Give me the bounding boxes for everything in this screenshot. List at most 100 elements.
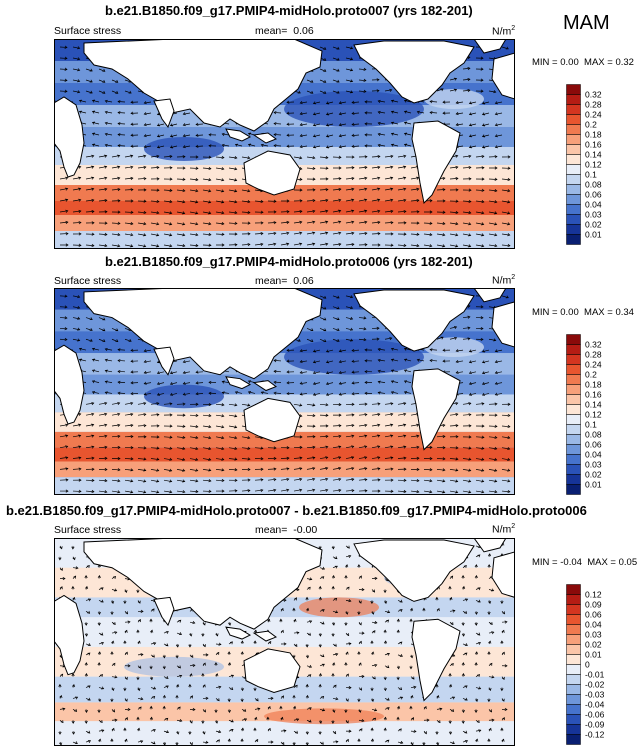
wind-vector-head: [321, 663, 325, 667]
wind-vector-arrow: [371, 199, 380, 202]
wind-vector-arrow: [59, 188, 68, 191]
wind-vector-head: [229, 641, 233, 645]
wind-vector-head: [87, 685, 91, 689]
wind-vector-head: [312, 145, 317, 149]
wind-vector-head: [348, 599, 352, 603]
wind-vector-head: [182, 435, 186, 439]
wind-vector-head: [475, 738, 479, 742]
wind-vector-arrow: [274, 112, 282, 114]
wind-vector-head: [494, 166, 498, 170]
wind-vector-head: [416, 210, 420, 214]
wind-vector-head: [247, 380, 252, 384]
wind-vector-head: [117, 468, 121, 472]
wind-vector-head: [117, 457, 121, 461]
wind-vector-arrow: [378, 359, 386, 362]
wind-vector-head: [130, 370, 134, 374]
wind-vector-arrow: [404, 111, 412, 114]
wind-vector-head: [195, 457, 199, 461]
wind-vector-head: [130, 381, 134, 385]
wind-vector-head: [104, 380, 108, 384]
wind-vector-arrow: [462, 222, 471, 225]
wind-vector-head: [130, 165, 134, 169]
wind-vector-head: [169, 457, 173, 461]
wind-vector-arrow: [358, 68, 366, 71]
wind-vector-head: [112, 709, 115, 713]
wind-vector-arrow: [410, 244, 419, 247]
wind-vector-head: [143, 413, 147, 417]
wind-vector-head: [208, 200, 212, 204]
wind-vector-head: [182, 200, 186, 204]
wind-vector-arrow: [332, 467, 341, 470]
wind-vector-arrow: [300, 112, 308, 115]
wind-vector-head: [455, 446, 459, 450]
wind-vector-head: [325, 112, 330, 116]
wind-vector-head: [453, 326, 458, 330]
wind-vector-head: [91, 467, 95, 471]
wind-vector-arrow: [326, 112, 334, 115]
wind-vector-arrow: [79, 100, 87, 103]
wind-vector-head: [104, 187, 108, 191]
wind-vector-head: [361, 674, 365, 679]
wind-vector-head: [260, 446, 264, 450]
wind-vector-head: [189, 633, 193, 637]
wind-vector-arrow: [150, 479, 159, 482]
wind-vector-head: [364, 220, 368, 224]
wind-vector-head: [452, 696, 456, 700]
wind-vector-head: [345, 564, 349, 568]
wind-vector-head: [111, 687, 115, 692]
wind-vector-head: [494, 435, 498, 439]
wind-vector-arrow: [163, 155, 172, 158]
wind-vector-arrow: [345, 210, 354, 213]
wind-vector-head: [455, 370, 459, 374]
wind-vector-head: [100, 587, 104, 591]
wind-vector-head: [165, 676, 169, 679]
wind-vector-head: [386, 619, 390, 623]
wind-vector-arrow: [306, 478, 315, 481]
wind-vector-head: [364, 176, 368, 180]
wind-vector-head: [377, 121, 381, 125]
wind-vector-arrow: [345, 317, 353, 320]
wind-vector-head: [143, 479, 147, 483]
wind-vector-arrow: [345, 467, 354, 470]
colorbar-tick-label: 0.02: [585, 220, 602, 230]
wind-vector-head: [182, 244, 186, 248]
wind-vector-arrow: [241, 490, 250, 492]
wind-vector-head: [78, 232, 82, 236]
wind-vector-arrow: [313, 145, 321, 148]
wind-vector-head: [152, 729, 156, 732]
wind-vector-arrow: [306, 199, 315, 202]
wind-vector-head: [195, 370, 199, 374]
wind-vector-head: [175, 644, 180, 648]
wind-vector-head: [78, 445, 82, 449]
wind-vector-head: [299, 101, 303, 105]
wind-vector-head: [143, 165, 147, 169]
wind-vector-head: [461, 622, 465, 626]
wind-vector-arrow: [495, 101, 503, 104]
wind-vector-head: [143, 134, 147, 138]
wind-vector-head: [440, 336, 444, 340]
wind-vector-arrow: [449, 233, 458, 236]
wind-vector-head: [156, 134, 161, 138]
wind-vector-head: [156, 360, 161, 364]
wind-vector-arrow: [371, 435, 380, 438]
australia-land: [243, 648, 301, 694]
wind-vector-head: [331, 673, 335, 676]
wind-vector-arrow: [384, 457, 393, 459]
panel-2-colorbar: 0.320.280.240.20.180.160.140.120.10.080.…: [566, 334, 602, 495]
wind-vector-head: [450, 622, 454, 626]
wind-vector-head: [351, 489, 355, 493]
wind-vector-head: [247, 189, 251, 193]
colorbar-swatch: [566, 674, 581, 685]
colorbar-tick-label: 0.18: [585, 380, 602, 390]
panel-1-minmax: MIN = 0.00 MAX = 0.32: [532, 57, 634, 68]
panel-1-colorbar: 0.320.280.240.20.180.160.140.120.10.080.…: [566, 84, 602, 245]
wind-vector-head: [455, 100, 459, 105]
wind-vector-arrow: [397, 446, 406, 449]
wind-vector-arrow: [378, 392, 386, 394]
wind-vector-head: [156, 479, 160, 483]
wind-vector-head: [346, 586, 350, 590]
wind-vector-head: [338, 424, 342, 428]
wind-vector-head: [64, 67, 68, 71]
wind-vector-head: [462, 585, 466, 590]
wind-vector-head: [429, 199, 433, 203]
